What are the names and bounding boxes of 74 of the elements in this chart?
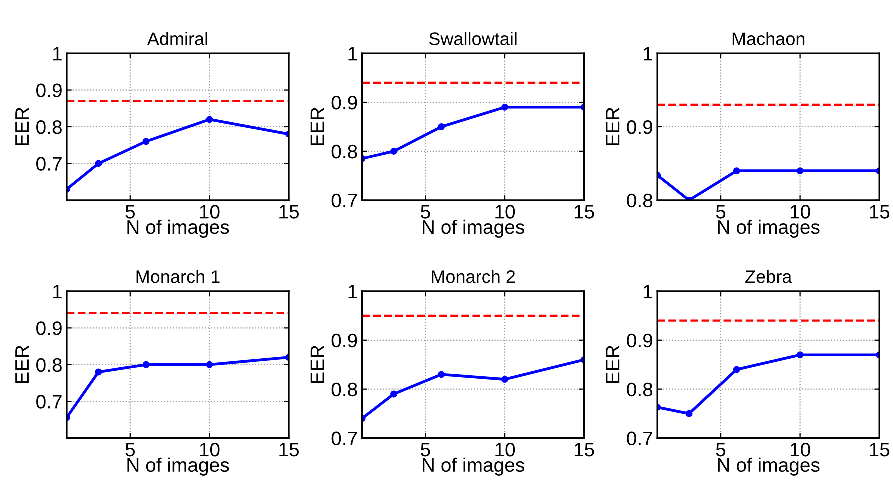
point xyxy=(390,148,398,155)
y-axis-title: EER xyxy=(310,346,324,384)
chart-title: Admiral xyxy=(147,32,208,46)
y-tick-label: 0.8 xyxy=(36,358,62,372)
y-tick-label: 0.9 xyxy=(36,322,62,336)
x-tick-label: 10 xyxy=(790,442,810,457)
point xyxy=(206,116,214,124)
x-tick-label: 5 xyxy=(716,443,726,457)
y-tick-label: 1 xyxy=(644,47,652,61)
x-tick-label: 10 xyxy=(790,205,810,219)
y-tick-label: 1 xyxy=(348,47,358,61)
point xyxy=(95,368,102,376)
x-tick-label: 5 xyxy=(716,205,726,219)
y-tick-label: 0.8 xyxy=(332,144,358,159)
point xyxy=(502,376,508,384)
y-tick-label: 1 xyxy=(644,285,652,298)
y-tick-label: 1 xyxy=(348,285,358,298)
x-axis-title: N of images xyxy=(718,220,820,238)
x-tick-label: 10 xyxy=(496,442,516,457)
y-tick-label: 0.7 xyxy=(36,157,62,171)
y-tick-label: 0.9 xyxy=(332,96,358,110)
y-tick-label: 1 xyxy=(53,285,62,298)
x-tick-label: 10 xyxy=(496,205,516,219)
x-tick-label: 5 xyxy=(126,443,136,457)
x-tick-label: 5 xyxy=(421,443,430,457)
x-axis-title: N of images xyxy=(423,458,524,476)
y-tick-label: 0.9 xyxy=(627,334,652,348)
y-tick-label: 0.7 xyxy=(627,432,652,446)
point xyxy=(390,390,398,398)
chart-title: Machaon xyxy=(732,32,805,46)
chart-title: Monarch 1 xyxy=(136,270,220,284)
point xyxy=(438,124,446,130)
y-tick-label: 0.9 xyxy=(36,84,62,98)
point xyxy=(142,138,150,146)
y-tick-label: 1 xyxy=(53,47,62,61)
y-tick-label: 0.9 xyxy=(627,120,652,134)
point xyxy=(502,104,508,111)
chart-title: Zebra xyxy=(746,270,792,284)
x-tick-label: 15 xyxy=(574,205,594,219)
x-tick-label: 15 xyxy=(280,443,300,457)
y-axis-title: EER xyxy=(16,346,29,384)
y-tick-label: 0.8 xyxy=(332,382,358,397)
chart-title: Swallowtail xyxy=(429,32,517,46)
y-tick-label: 0.8 xyxy=(36,120,62,134)
point xyxy=(686,410,693,418)
y-axis-title: EER xyxy=(16,108,29,146)
y-tick-label: 0.8 xyxy=(627,194,653,208)
x-tick-label: 10 xyxy=(200,205,220,219)
x-tick-label: 15 xyxy=(280,205,300,219)
x-axis-title: N of images xyxy=(718,458,820,476)
point xyxy=(438,371,446,378)
chart-title: Monarch 2 xyxy=(432,270,516,284)
x-axis-title: N of images xyxy=(128,220,230,238)
y-tick-label: 0.7 xyxy=(36,395,62,409)
point xyxy=(142,361,150,368)
point xyxy=(796,352,804,359)
y-axis-title: EER xyxy=(606,346,620,384)
x-tick-label: 15 xyxy=(870,443,890,457)
x-tick-label: 5 xyxy=(126,205,136,219)
point xyxy=(733,366,740,374)
point xyxy=(95,160,102,168)
x-tick-label: 10 xyxy=(200,442,220,457)
x-axis-title: N of images xyxy=(423,220,524,238)
x-axis-title: N of images xyxy=(128,458,230,476)
x-tick-label: 15 xyxy=(574,443,594,457)
y-tick-label: 0.7 xyxy=(332,194,358,208)
x-tick-label: 15 xyxy=(870,205,890,219)
point xyxy=(206,361,214,368)
y-axis-title: EER xyxy=(606,108,620,146)
x-tick-label: 5 xyxy=(421,205,430,219)
y-tick-label: 0.8 xyxy=(627,382,653,397)
y-axis-title: EER xyxy=(310,108,324,146)
y-tick-label: 0.9 xyxy=(332,334,358,348)
y-tick-label: 0.7 xyxy=(332,432,358,446)
